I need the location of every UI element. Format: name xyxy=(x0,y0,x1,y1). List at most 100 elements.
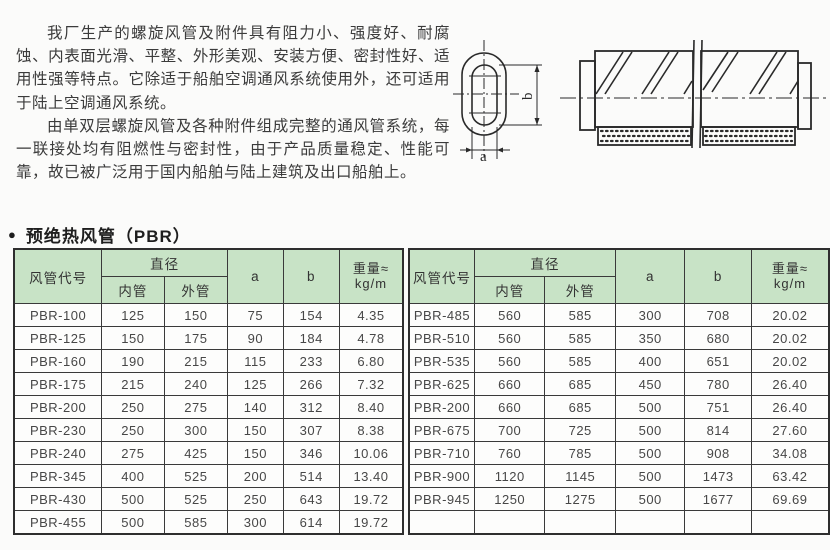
table-cell: PBR-625 xyxy=(408,372,475,396)
header-b: b xyxy=(684,248,752,304)
right-end-collar xyxy=(797,62,812,130)
table-cell: 560 xyxy=(473,349,546,373)
table-row: PBR-200 660 685 500 751 26.40 xyxy=(408,395,830,419)
table-row: PBR-535 560 585 400 651 20.02 xyxy=(408,349,830,373)
table-cell: 26.40 xyxy=(750,395,830,419)
table-cell: 1250 xyxy=(473,487,546,511)
table-cell: 27.60 xyxy=(750,418,830,442)
table-cell: PBR-535 xyxy=(408,349,475,373)
section-title-text: 预绝热风管（PBR） xyxy=(25,227,191,246)
table-cell: 660 xyxy=(473,372,546,396)
table-cell: PBR-675 xyxy=(408,418,475,442)
table-cell: PBR-945 xyxy=(408,487,475,511)
table-cell: 560 xyxy=(473,303,546,327)
dim-a-label: a xyxy=(480,149,487,165)
table-cell: 685 xyxy=(544,395,616,419)
table-cell: 760 xyxy=(473,441,546,465)
table-cell: 700 xyxy=(473,418,546,442)
table-cell: 115 xyxy=(227,349,284,373)
table-cell: 140 xyxy=(227,395,284,419)
table-cell: PBR-345 xyxy=(13,464,103,488)
table-cell: 500 xyxy=(614,464,686,488)
intro-paragraph-2: 由单双层螺旋风管及各种附件组成完整的通风管系统，每一联接处均有阻燃性与密封性，由… xyxy=(16,117,450,182)
table-cell: 400 xyxy=(614,349,686,373)
table-cell: 500 xyxy=(614,418,686,442)
table-cell: 514 xyxy=(282,464,340,488)
table-row: PBR-455 500 585 300 614 19.72 xyxy=(13,510,404,535)
table-cell: 1145 xyxy=(544,464,616,488)
table-cell: 20.02 xyxy=(750,349,830,373)
insulation-band-right xyxy=(702,126,796,146)
header-diameter: 直径 xyxy=(473,248,616,277)
table-cell: 785 xyxy=(544,441,616,465)
table-cell: 350 xyxy=(614,326,686,350)
header-b: b xyxy=(282,248,340,304)
table-cell: 346 xyxy=(282,441,340,465)
table-cell: 500 xyxy=(101,487,165,511)
table-cell: 250 xyxy=(101,395,165,419)
table-cell: 6.80 xyxy=(338,349,404,373)
header-code: 风管代号 xyxy=(13,248,103,304)
table-cell: 814 xyxy=(684,418,752,442)
table-cell: 300 xyxy=(614,303,686,327)
table-cell: PBR-175 xyxy=(13,372,103,396)
header-a: a xyxy=(227,248,284,304)
table-cell: 651 xyxy=(684,349,752,373)
table-cell: 175 xyxy=(163,326,229,350)
intro-text: 我厂生产的螺旋风管及附件具有阻力小、强度好、耐腐蚀、内表面光滑、平整、外形美观、… xyxy=(16,22,450,184)
table-cell: 585 xyxy=(163,510,229,535)
table-cell: 150 xyxy=(101,326,165,350)
table-cell: 215 xyxy=(101,372,165,396)
table-cell: 4.78 xyxy=(338,326,404,350)
table-cell: 7.32 xyxy=(338,372,404,396)
pbr-spec-tables: 风管代号 直径 a b 重量≈ kg/m 内管 外管 PBR-100 125 150… xyxy=(13,248,830,535)
table-row: PBR-200 250 275 140 312 8.40 xyxy=(13,395,404,419)
table-cell: 585 xyxy=(544,326,616,350)
table-cell: 154 xyxy=(282,303,340,327)
table-row: PBR-675 700 725 500 814 27.60 xyxy=(408,418,830,442)
table-cell: 10.06 xyxy=(338,441,404,465)
break-line-right xyxy=(699,39,703,149)
table-cell xyxy=(614,510,686,535)
table-cell: 525 xyxy=(163,464,229,488)
table-cell: 780 xyxy=(684,372,752,396)
table-cell: 20.02 xyxy=(750,303,830,327)
table-cell: 26.40 xyxy=(750,372,830,396)
left-end-collar xyxy=(579,60,596,131)
table-cell: 560 xyxy=(473,326,546,350)
header-weight: 重量≈ kg/m xyxy=(338,248,404,304)
table-cell xyxy=(544,510,616,535)
table-header: 风管代号 直径 a b 重量≈ kg/m 内管 外管 xyxy=(408,248,830,304)
table-row: PBR-510 560 585 350 680 20.02 xyxy=(408,326,830,350)
table-cell: 500 xyxy=(614,441,686,465)
table-cell: PBR-125 xyxy=(13,326,103,350)
table-cell: 1473 xyxy=(684,464,752,488)
table-row: PBR-240 275 425 150 346 10.06 xyxy=(13,441,404,465)
table-cell: 300 xyxy=(163,418,229,442)
table-cell: PBR-455 xyxy=(13,510,103,535)
table-cell: 275 xyxy=(101,441,165,465)
table-cell: 190 xyxy=(101,349,165,373)
header-diameter: 直径 xyxy=(101,248,229,277)
table-cell: 125 xyxy=(227,372,284,396)
table-cell: PBR-510 xyxy=(408,326,475,350)
table-row: PBR-900 1120 1145 500 1473 63.42 xyxy=(408,464,830,488)
table-cell: 725 xyxy=(544,418,616,442)
table-row: PBR-485 560 585 300 708 20.02 xyxy=(408,303,830,327)
header-a: a xyxy=(614,248,686,304)
table-row: PBR-430 500 525 250 643 19.72 xyxy=(13,487,404,511)
table-cell: 307 xyxy=(282,418,340,442)
table-cell: 215 xyxy=(163,349,229,373)
table-cell: 184 xyxy=(282,326,340,350)
table-row: PBR-175 215 240 125 266 7.32 xyxy=(13,372,404,396)
table-row: PBR-710 760 785 500 908 34.08 xyxy=(408,441,830,465)
table-cell xyxy=(750,510,830,535)
table-cell: PBR-430 xyxy=(13,487,103,511)
table-cell: 400 xyxy=(101,464,165,488)
table-cell: PBR-230 xyxy=(13,418,103,442)
section-title: ● 预绝热风管（PBR） xyxy=(8,222,191,247)
table-cell: 69.69 xyxy=(750,487,830,511)
break-line-left xyxy=(691,39,695,149)
intro-paragraph-1: 我厂生产的螺旋风管及附件具有阻力小、强度好、耐腐蚀、内表面光滑、平整、外形美观、… xyxy=(16,25,450,112)
table-cell: 450 xyxy=(614,372,686,396)
